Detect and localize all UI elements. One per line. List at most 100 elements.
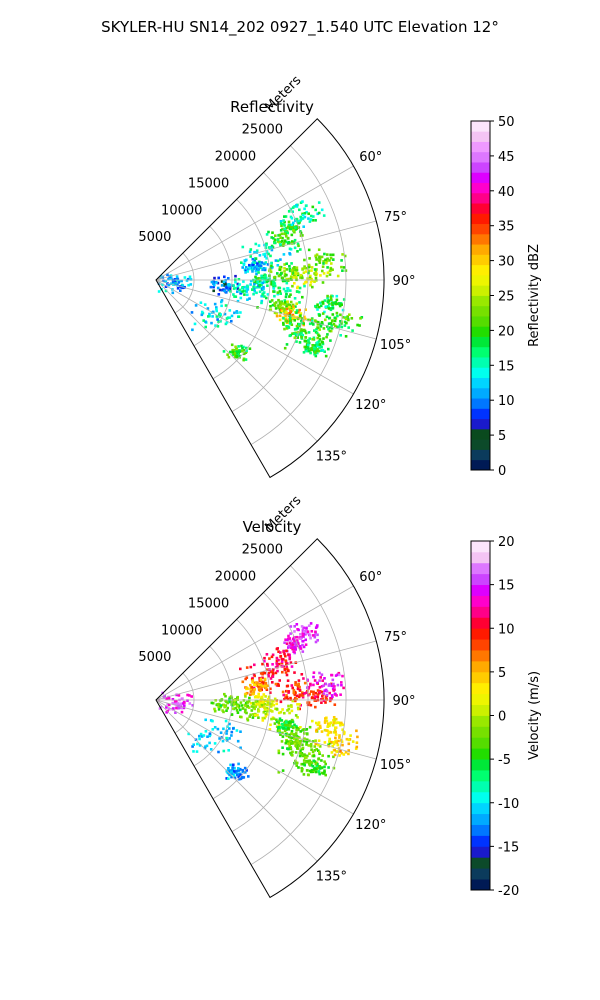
echo-pixel (236, 299, 240, 303)
echo-pixel (246, 717, 249, 721)
echo-pixel (299, 749, 302, 752)
echo-pixel (334, 726, 337, 730)
echo-pixel (314, 354, 318, 358)
echo-pixel (281, 690, 285, 694)
echo-pixel (204, 320, 207, 323)
echo-pixel (272, 287, 276, 290)
echo-pixel (317, 749, 320, 752)
echo-pixel (200, 313, 204, 317)
echo-pixel (289, 696, 292, 700)
echo-pixel (336, 274, 340, 278)
echo-pixel (286, 300, 289, 303)
echo-pixel (275, 702, 278, 706)
colorbar-swatch (471, 551, 490, 564)
echo-pixel (278, 679, 281, 682)
echo-pixel (348, 313, 351, 316)
echo-pixel (244, 269, 248, 273)
colorbar-swatch (471, 285, 490, 296)
echo-pixel (243, 710, 247, 714)
echo-pixel (298, 754, 302, 758)
echo-pixel (310, 321, 314, 325)
echo-pixel (243, 293, 246, 296)
echo-pixel (317, 305, 321, 309)
echo-pixel (255, 249, 259, 252)
echo-pixel (278, 719, 281, 722)
echo-pixel (192, 743, 195, 746)
echo-pixel (275, 707, 279, 711)
echo-pixel (288, 267, 292, 271)
echo-pixel (297, 219, 300, 223)
echo-pixel (320, 766, 324, 769)
echo-pixel (327, 754, 330, 758)
echo-pixel (319, 323, 323, 327)
echo-pixel (335, 694, 338, 697)
echo-pixel (322, 327, 326, 330)
echo-pixel (310, 269, 313, 272)
echo-pixel (321, 312, 325, 315)
echo-pixel (292, 273, 296, 277)
echo-pixel (295, 269, 299, 272)
echo-pixel (232, 763, 235, 767)
echo-cell (239, 662, 290, 694)
colorbar-swatch (471, 377, 490, 389)
echo-pixel (336, 302, 340, 306)
echo-pixel (282, 219, 285, 222)
echo-pixel (333, 692, 337, 696)
colorbar-tick-label: 40 (498, 185, 515, 200)
azimuth-tick-label: 75° (384, 210, 407, 225)
echo-pixel (232, 727, 235, 730)
panel-title: Reflectivity (230, 98, 314, 116)
echo-pixel (240, 344, 243, 348)
echo-pixel (291, 313, 295, 317)
echo-pixel (295, 726, 298, 729)
echo-pixel (212, 282, 215, 285)
echo-pixel (338, 323, 342, 327)
echo-pixel (335, 294, 339, 298)
echo-pixel (317, 765, 320, 768)
echo-pixel (253, 261, 256, 264)
echo-pixel (340, 259, 343, 262)
echo-pixel (330, 327, 334, 330)
echo-pixel (242, 348, 246, 352)
panel-title: Velocity (243, 518, 302, 536)
colorbar-swatch (471, 387, 490, 399)
echo-pixel (332, 323, 336, 326)
echo-pixel (211, 719, 214, 723)
echo-pixel (294, 219, 297, 222)
colorbar-swatch (471, 628, 490, 640)
echo-pixel (215, 306, 218, 309)
echo-pixel (287, 727, 290, 730)
azimuth-tick-label: 90° (392, 694, 415, 709)
echo-pixel (218, 737, 221, 740)
echo-pixel (297, 642, 300, 646)
echo-pixel (220, 304, 223, 308)
echo-pixel (320, 345, 323, 349)
echo-pixel (225, 777, 228, 780)
echo-pixel (283, 668, 287, 671)
echo-pixel (299, 273, 303, 277)
echo-pixel (288, 711, 291, 715)
echo-pixel (288, 264, 291, 268)
echo-pixel (328, 273, 332, 276)
echo-pixel (272, 717, 276, 720)
echo-pixel (322, 684, 325, 687)
echo-pixel (316, 633, 319, 637)
echo-pixel (334, 739, 338, 743)
echo-pixel (218, 315, 222, 318)
echo-pixel (313, 749, 317, 752)
echo-pixel (265, 706, 269, 710)
echo-pixel (282, 649, 286, 653)
echo-pixel (289, 300, 293, 304)
azimuth-tick-label: 105° (380, 758, 411, 773)
echo-cell (279, 200, 326, 228)
echo-cell (301, 248, 348, 278)
echo-pixel (212, 280, 215, 283)
echo-pixel (319, 349, 323, 352)
echo-pixel (171, 698, 175, 701)
echo-pixel (319, 274, 322, 277)
echo-pixel (212, 289, 215, 293)
echo-pixel (311, 754, 314, 758)
colorbar-swatch (471, 682, 490, 695)
echo-pixel (253, 683, 256, 686)
echo-pixel (301, 217, 305, 220)
